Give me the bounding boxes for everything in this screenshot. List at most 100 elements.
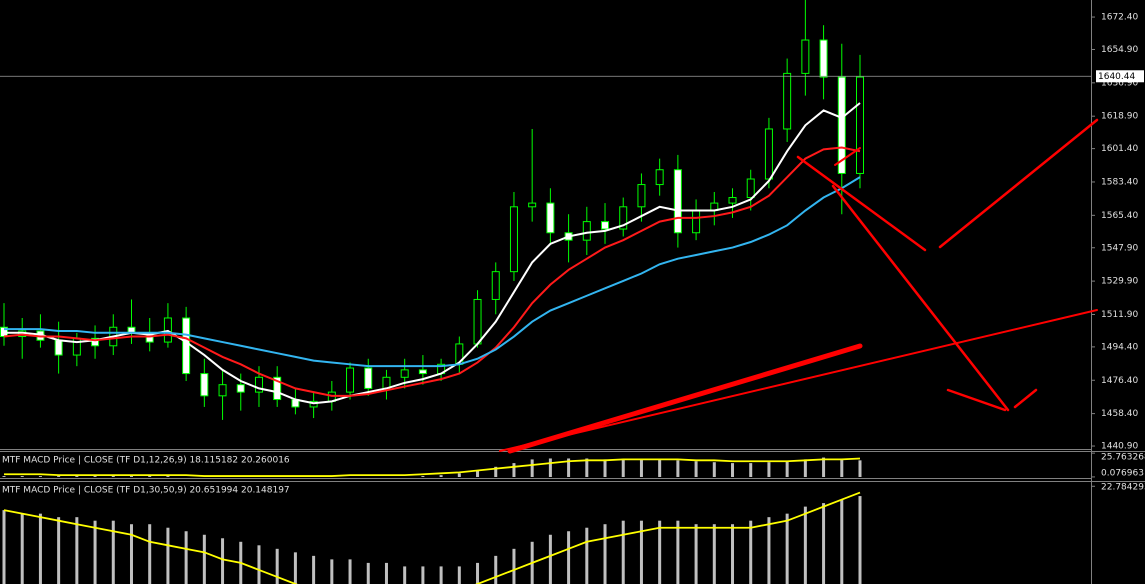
histogram-bar [567,458,571,477]
histogram-bar [658,459,662,477]
y-tick-label: 1529.90 [1101,277,1138,287]
histogram-bar [38,476,42,477]
candle-body [728,197,737,204]
histogram-bar [221,538,225,584]
macd-panel-2 [2,491,862,584]
histogram-bar [476,562,480,584]
histogram-bar [803,459,807,477]
last-price-box [1096,70,1144,83]
candle-body [673,169,682,234]
candle-body [692,210,701,234]
histogram-bar [439,475,443,477]
histogram-bar [548,458,552,477]
histogram-bar [603,459,607,477]
y-tick-label: 1583.40 [1101,177,1138,187]
histogram-bar [676,520,680,584]
histogram-bar [785,513,789,584]
histogram-bar [803,506,807,584]
price-panel [0,0,1091,420]
histogram-bar [129,476,133,477]
candle-body [801,39,810,74]
histogram-bar [749,463,753,477]
moving-average [4,176,861,368]
candle-body [273,376,282,401]
y-tick-label: 1601.40 [1101,144,1138,154]
y-tick-label: 1547.90 [1101,243,1138,253]
histogram-bar [731,463,735,477]
histogram-bar [20,476,24,477]
y-tick-label: 1494.40 [1101,342,1138,352]
signal-line [4,457,861,477]
histogram-bar [202,534,206,584]
candle-body [637,184,646,208]
candle-body [546,202,555,234]
histogram-bar [403,566,407,584]
histogram-bar [512,463,516,477]
y-tick-label: 0.076963 [1101,469,1144,479]
histogram-bar [840,499,844,584]
y-tick-label: 1458.40 [1101,409,1138,419]
macd-panel-1 [2,457,862,477]
candle-body [746,178,755,199]
y-tick-label: 1618.90 [1101,112,1138,122]
candle-body [601,221,610,230]
signal-line [3,491,861,584]
histogram-bar [731,524,735,584]
candle-body [856,76,864,174]
histogram-bar [384,562,388,584]
candle-body [418,369,427,375]
candle-body [254,376,263,393]
histogram-bar [439,566,443,584]
histogram-bar [111,476,115,477]
last-price-label: 1640.44 [1098,72,1135,82]
histogram-bar [494,466,498,477]
price-axis: 1672.40 1654.90 1636.90 1618.90 1601.40 1583.… [1091,13,1145,493]
y-tick-label: 1636.90 [1101,78,1138,88]
histogram-bar [57,517,61,584]
histogram-bar [512,548,516,584]
histogram-bar [858,496,862,584]
histogram-bar [822,457,826,477]
candle-body [819,39,828,78]
histogram-bar [548,534,552,584]
histogram-bar [585,458,589,477]
candle-body [236,384,245,393]
y-tick-label: 1476.40 [1101,376,1138,386]
histogram-bar [312,555,316,584]
histogram-bar [639,459,643,477]
histogram-bar [148,476,152,477]
histogram-bar [585,527,589,584]
histogram-bar [2,510,6,584]
histogram-bar [639,520,643,584]
histogram-bar [749,520,753,584]
histogram-bar [858,460,862,477]
histogram-bar [2,476,6,477]
histogram-bar [166,527,170,584]
candle-body [346,367,355,393]
histogram-bar [93,520,97,584]
histogram-bar [785,461,789,477]
histogram-bar [567,531,571,584]
y-tick-label: 1654.90 [1101,45,1138,55]
histogram-bar [421,476,425,477]
candle-body [783,72,792,130]
histogram-bar [476,470,480,477]
histogram-bar [111,520,115,584]
histogram-bar [712,524,716,584]
histogram-bar [603,524,607,584]
histogram-bar [148,524,152,584]
candle-body [491,271,500,300]
candle-body [473,298,482,345]
histogram-bar [75,476,79,477]
histogram-bar [694,461,698,477]
histogram-bar [457,566,461,584]
candle-body [764,128,773,180]
trend-drawings [499,118,1099,454]
histogram-bar [366,562,370,584]
histogram-bar [767,462,771,477]
candle-body [54,339,63,356]
histogram-bar [767,517,771,584]
histogram-bar [840,458,844,477]
histogram-bar [38,513,42,584]
